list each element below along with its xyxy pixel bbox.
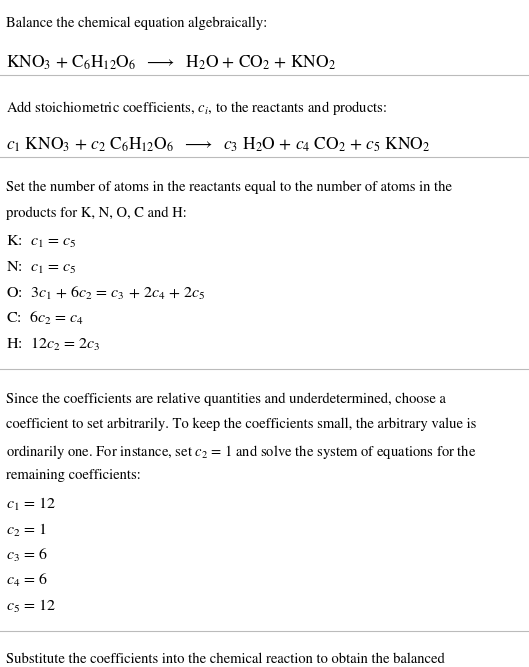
Text: Add stoichiometric coefficients, $c_i$, to the reactants and products:: Add stoichiometric coefficients, $c_i$, … bbox=[6, 99, 388, 117]
Text: $c_1$ KNO$_3$ + $c_2$ C$_6$H$_{12}$O$_6$  $\longrightarrow$  $c_3$ H$_2$O + $c_4: $c_1$ KNO$_3$ + $c_2$ C$_6$H$_{12}$O$_6$… bbox=[6, 135, 431, 154]
Text: products for K, N, O, C and H:: products for K, N, O, C and H: bbox=[6, 206, 187, 219]
Text: C:  $6 c_2$ = $c_4$: C: $6 c_2$ = $c_4$ bbox=[6, 310, 84, 327]
Text: coefficient to set arbitrarily. To keep the coefficients small, the arbitrary va: coefficient to set arbitrarily. To keep … bbox=[6, 418, 477, 431]
Text: KNO$_3$ + C$_6$H$_{12}$O$_6$  $\longrightarrow$  H$_2$O + CO$_2$ + KNO$_2$: KNO$_3$ + C$_6$H$_{12}$O$_6$ $\longright… bbox=[6, 53, 336, 72]
Text: Set the number of atoms in the reactants equal to the number of atoms in the: Set the number of atoms in the reactants… bbox=[6, 181, 452, 194]
Text: $c_2$ = 1: $c_2$ = 1 bbox=[6, 522, 47, 539]
Text: $c_5$ = 12: $c_5$ = 12 bbox=[6, 598, 56, 615]
Text: Since the coefficients are relative quantities and underdetermined, choose a: Since the coefficients are relative quan… bbox=[6, 392, 446, 406]
Text: ordinarily one. For instance, set $c_2$ = 1 and solve the system of equations fo: ordinarily one. For instance, set $c_2$ … bbox=[6, 443, 477, 461]
Text: O:  $3 c_1$ + $6 c_2$ = $c_3$ + $2 c_4$ + $2 c_5$: O: $3 c_1$ + $6 c_2$ = $c_3$ + $2 c_4$ +… bbox=[6, 285, 206, 302]
Text: N:  $c_1$ = $c_5$: N: $c_1$ = $c_5$ bbox=[6, 259, 77, 275]
Text: remaining coefficients:: remaining coefficients: bbox=[6, 468, 141, 482]
Text: $c_4$ = 6: $c_4$ = 6 bbox=[6, 572, 48, 590]
Text: H:  $12 c_2$ = $2 c_3$: H: $12 c_2$ = $2 c_3$ bbox=[6, 336, 101, 353]
Text: $c_1$ = 12: $c_1$ = 12 bbox=[6, 496, 56, 514]
Text: K:  $c_1$ = $c_5$: K: $c_1$ = $c_5$ bbox=[6, 234, 77, 250]
Text: Substitute the coefficients into the chemical reaction to obtain the balanced: Substitute the coefficients into the che… bbox=[6, 653, 445, 666]
Text: Balance the chemical equation algebraically:: Balance the chemical equation algebraica… bbox=[6, 17, 268, 30]
Text: $c_3$ = 6: $c_3$ = 6 bbox=[6, 547, 48, 564]
